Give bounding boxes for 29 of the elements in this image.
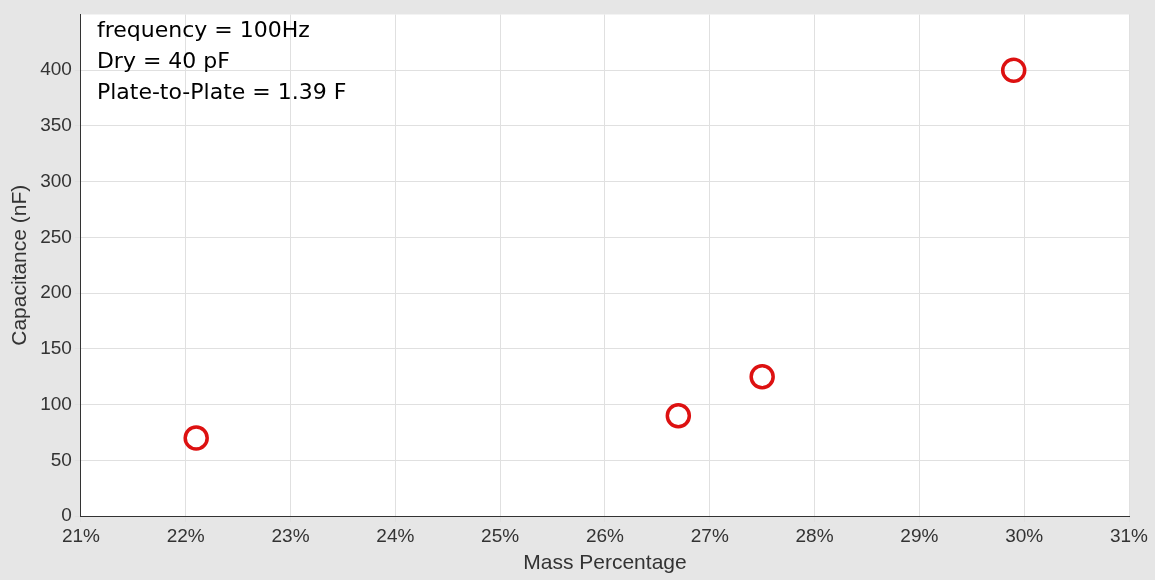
x-tick-label: 25% — [481, 524, 520, 546]
x-tick-label: 31% — [1109, 524, 1149, 546]
x-axis-title: Mass Percentage — [523, 550, 687, 574]
annotation: frequency = 100Hz — [96, 17, 310, 43]
y-tick-label: 400 — [40, 58, 72, 80]
x-tick-label: 22% — [166, 524, 205, 546]
y-axis-title: Capacitance (nF) — [7, 184, 31, 346]
y-tick-label: 50 — [50, 448, 72, 470]
point — [183, 425, 209, 451]
point — [665, 402, 692, 429]
point — [749, 363, 775, 390]
annotation: Plate-to-Plate = 1.39 F — [96, 79, 347, 105]
x-tick-label: 28% — [795, 524, 834, 546]
x-tick-label: 21% — [61, 524, 101, 546]
x-tick-label: 26% — [585, 524, 625, 546]
x-tick-label: 27% — [690, 524, 729, 546]
point — [1000, 57, 1027, 83]
x-tick-label: 29% — [900, 524, 939, 546]
y-tick-label: 0 — [61, 504, 72, 526]
y-tick-label: 200 — [40, 281, 72, 303]
y-tick-label: 100 — [40, 392, 72, 414]
y-tick-label: 150 — [40, 337, 72, 359]
y-tick-label: 350 — [40, 114, 72, 136]
annotation: Dry = 40 pF — [96, 48, 230, 74]
y-tick-label: 250 — [40, 225, 72, 247]
x-tick-label: 24% — [376, 524, 415, 546]
x-tick-label: 30% — [1005, 524, 1044, 546]
x-tick-label: 23% — [271, 524, 310, 546]
y-tick-label: 300 — [40, 169, 72, 191]
